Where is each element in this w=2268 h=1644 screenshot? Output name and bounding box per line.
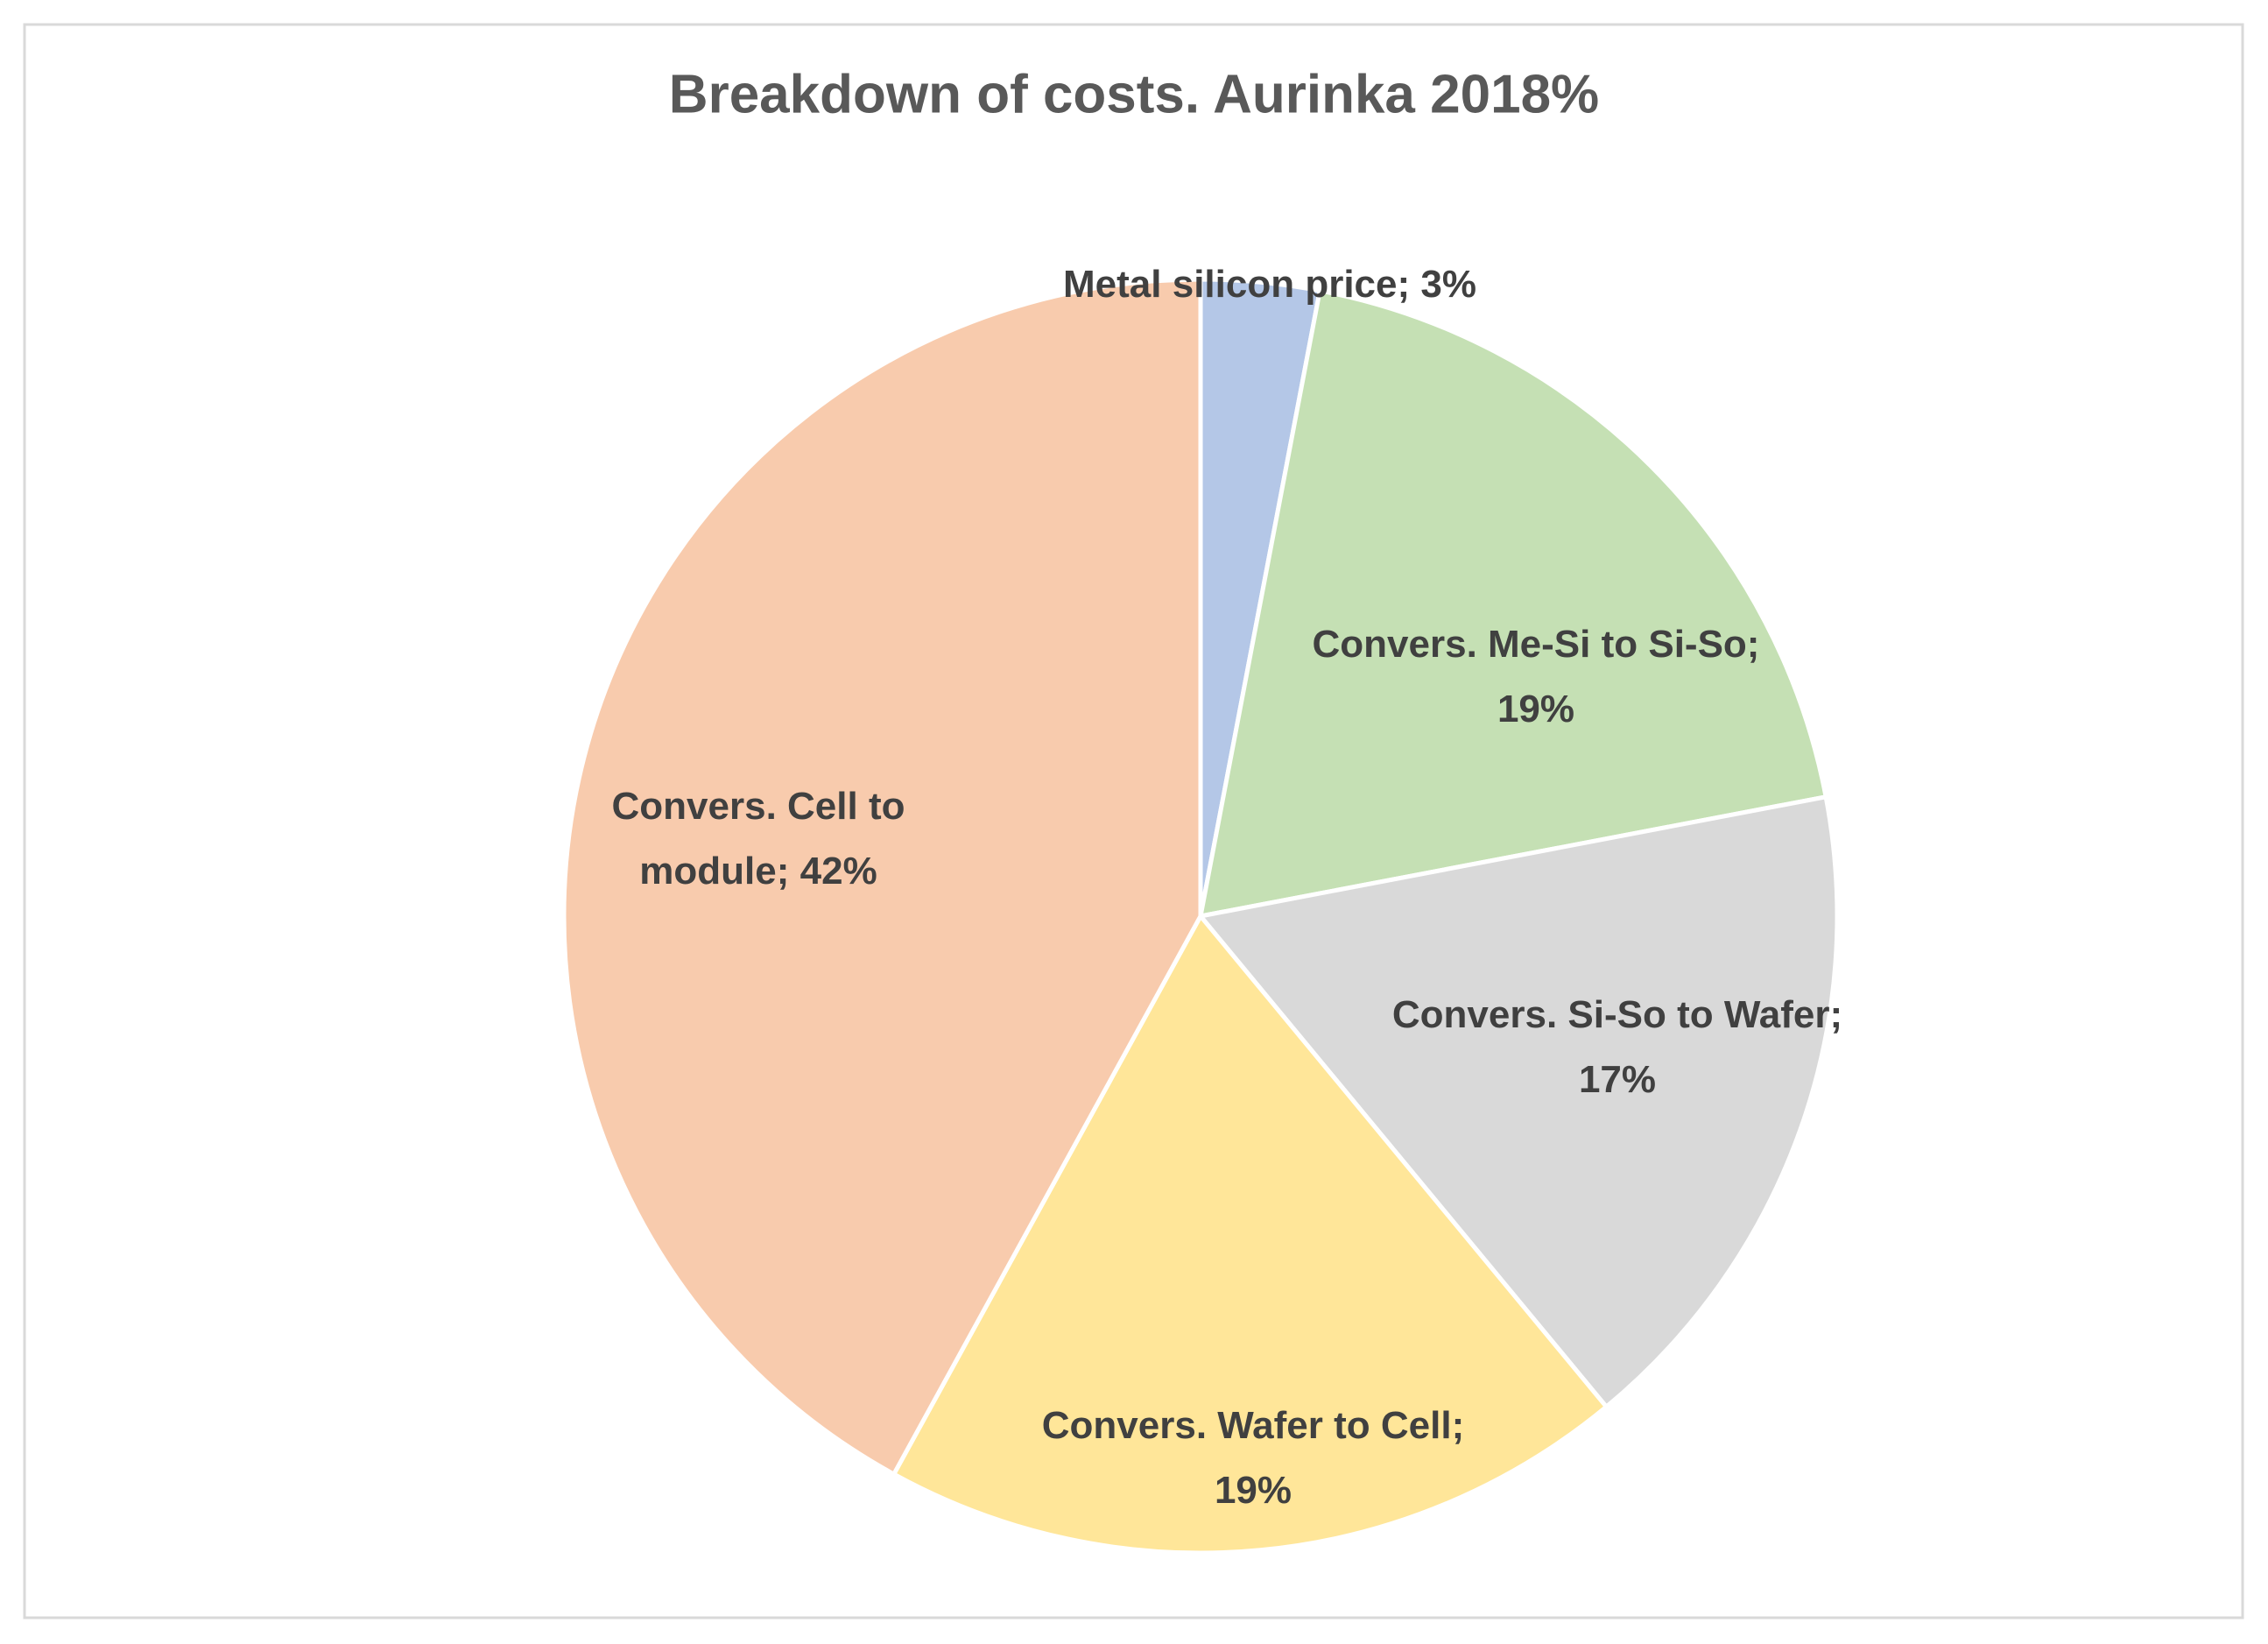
pie-slice	[561, 277, 1203, 1478]
data-label-box: Metal silicon price; 3%	[1063, 263, 1476, 306]
data-label: Metal silicon price; 3%	[1063, 263, 1476, 306]
data-label: Convers. Cell to module; 42%	[611, 785, 905, 893]
chart-title: Breakdown of costs. Aurinka 2018%	[669, 64, 1599, 124]
data-label-box: Convers. Me-Si to Si-So; 19%	[1312, 623, 1760, 730]
pie-slice	[1197, 287, 1829, 920]
data-label-box: Convers. Cell to module; 42%	[611, 785, 905, 893]
pie-slice	[891, 912, 1609, 1556]
data-label-box: Convers. Si-So to Wafer; 17%	[1391, 993, 1843, 1101]
pie-slice	[1196, 794, 1840, 1410]
data-label: Convers. Si-So to Wafer; 17%	[1391, 993, 1843, 1101]
data-label: Convers. Wafer to Cell; 19%	[1041, 1404, 1465, 1512]
data-label-box: Convers. Wafer to Cell; 19%	[1041, 1404, 1465, 1512]
data-label: Convers. Me-Si to Si-So; 19%	[1312, 623, 1760, 730]
